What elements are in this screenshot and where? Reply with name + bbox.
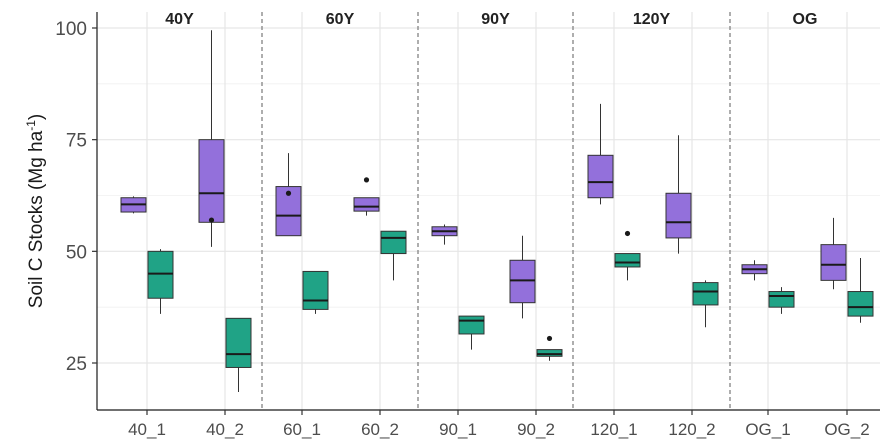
x-tick-label: 120_2 (668, 420, 715, 439)
box-90_1-purple (432, 225, 457, 245)
x-tick-label: 60_2 (361, 420, 399, 439)
facet-labels: 40Y 60Y 90Y 120Y OG (165, 11, 817, 28)
box-body (588, 155, 613, 197)
boxplot-marks (121, 30, 873, 392)
facet-label: 90Y (481, 11, 510, 28)
box-90_2-purple (510, 236, 535, 319)
box-body (615, 254, 640, 267)
tick-labels: 25 50 75 100 40_1 40_2 60_1 60_2 90_1 90_2 120_1 12… (55, 19, 869, 439)
box-60_2-green (381, 231, 406, 280)
box-body (848, 292, 873, 317)
y-tick-label: 50 (66, 242, 87, 263)
x-tick-label: 60_1 (283, 420, 321, 439)
facet-label: 60Y (326, 11, 355, 28)
x-tick-label: OG_1 (745, 420, 790, 439)
box-body (381, 231, 406, 253)
box-body (148, 251, 173, 298)
box-OG_1-green (769, 287, 794, 314)
box-120_2-purple (666, 135, 691, 253)
box-90_1-green (459, 316, 484, 350)
box-90_2-green (537, 336, 562, 361)
box-120_1-green (615, 231, 640, 281)
box-60_1-purple (276, 153, 301, 236)
box-40_2-purple (199, 30, 224, 247)
x-tick-label: 90_2 (517, 420, 555, 439)
box-OG_2-purple (821, 218, 846, 289)
box-body (199, 140, 224, 223)
facet-dividers (262, 12, 730, 410)
box-OG_1-purple (742, 260, 767, 280)
box-40_1-green (148, 249, 173, 314)
box-40_1-purple (121, 196, 146, 213)
box-body (459, 316, 484, 334)
box-body (510, 260, 535, 302)
box-120_2-green (693, 280, 718, 327)
box-60_2-purple (354, 177, 379, 215)
y-axis-label: Soil C Stocks (Mg ha-1) (24, 114, 47, 308)
outlier-point (286, 191, 291, 196)
y-tick-label: 100 (55, 19, 87, 40)
x-tick-label: 120_1 (590, 420, 637, 439)
box-body (693, 283, 718, 305)
outlier-point (547, 336, 552, 341)
x-tick-label: OG_2 (824, 420, 869, 439)
box-body (769, 292, 794, 308)
box-120_1-purple (588, 104, 613, 205)
x-tick-label: 90_1 (439, 420, 477, 439)
box-body (303, 271, 328, 309)
outlier-point (209, 217, 214, 222)
x-tick-label: 40_2 (206, 420, 244, 439)
box-body (666, 193, 691, 238)
x-tick-label: 40_1 (128, 420, 166, 439)
box-body (354, 198, 379, 211)
facet-label: 40Y (165, 11, 194, 28)
y-tick-label: 75 (66, 131, 87, 152)
box-body (821, 245, 846, 281)
box-body (226, 318, 251, 367)
facet-label: 120Y (633, 11, 671, 28)
y-tick-label: 25 (66, 354, 87, 375)
box-OG_2-green (848, 258, 873, 323)
outlier-point (625, 231, 630, 236)
facet-label: OG (793, 11, 818, 28)
box-60_1-green (303, 271, 328, 313)
outlier-point (364, 177, 369, 182)
box-40_2-green (226, 318, 251, 392)
box-body (537, 350, 562, 357)
